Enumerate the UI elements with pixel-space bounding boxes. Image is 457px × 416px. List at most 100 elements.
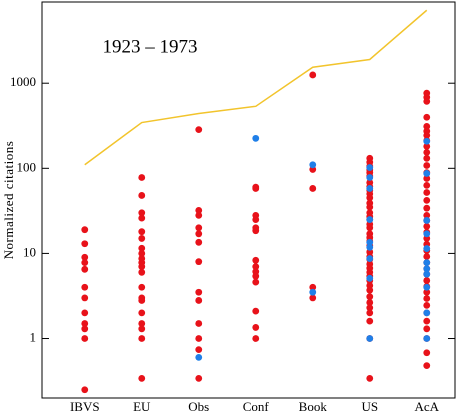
point	[423, 253, 431, 260]
point	[195, 346, 203, 354]
point	[309, 288, 317, 296]
point	[81, 253, 89, 261]
point	[138, 192, 146, 199]
point	[366, 335, 374, 342]
point	[81, 335, 89, 342]
x-tick-label: AcA	[414, 399, 439, 414]
point	[309, 294, 317, 302]
point	[195, 238, 203, 246]
point	[138, 209, 146, 217]
y-tick-label: 10	[23, 244, 36, 259]
point	[366, 194, 374, 202]
point	[423, 175, 431, 182]
point	[138, 297, 146, 304]
trend-line	[84, 9, 428, 166]
y-tick-label: 1	[30, 330, 37, 345]
point	[423, 217, 431, 224]
point	[366, 374, 374, 382]
point	[81, 283, 89, 291]
point	[195, 297, 203, 304]
point	[252, 263, 260, 270]
point	[366, 174, 374, 181]
point	[366, 238, 374, 246]
point	[309, 161, 317, 169]
point	[252, 324, 260, 331]
point	[195, 126, 203, 134]
x-tick-label: EU	[133, 399, 151, 414]
point	[366, 309, 374, 317]
point	[423, 162, 431, 169]
point	[423, 196, 431, 204]
point	[423, 362, 431, 370]
point	[252, 227, 260, 235]
point	[366, 293, 374, 301]
point	[252, 256, 260, 264]
y-tick-label: 100	[17, 159, 37, 174]
point	[423, 154, 431, 162]
point	[138, 214, 146, 222]
point	[138, 228, 146, 236]
point	[423, 211, 431, 219]
point	[366, 203, 374, 211]
point	[252, 216, 260, 223]
point	[423, 259, 431, 266]
point	[309, 283, 317, 291]
point	[366, 185, 374, 192]
point	[423, 277, 431, 284]
point	[423, 245, 431, 252]
point	[138, 244, 146, 252]
x-tick-label: Book	[299, 399, 328, 414]
point	[195, 320, 203, 327]
point	[366, 304, 374, 312]
point	[138, 325, 146, 333]
point	[423, 288, 431, 296]
point	[195, 230, 203, 238]
point	[423, 97, 431, 105]
point	[138, 335, 146, 342]
point	[423, 113, 431, 121]
point	[423, 181, 431, 189]
x-tick-label: US	[361, 399, 378, 414]
point	[366, 274, 374, 282]
point	[138, 268, 146, 276]
point	[366, 286, 374, 294]
annotation: 1923 – 1973	[103, 36, 198, 57]
x-tick-label: Obs	[188, 399, 209, 414]
point	[252, 134, 260, 142]
point	[366, 216, 374, 223]
point	[81, 325, 89, 333]
point	[423, 295, 431, 302]
y-tick-label: 1000	[10, 74, 36, 89]
point	[81, 240, 89, 248]
point	[309, 71, 317, 79]
point	[423, 230, 431, 238]
x-tick-label: IBVS	[70, 399, 100, 414]
point	[309, 185, 317, 192]
point	[423, 335, 431, 342]
point	[195, 258, 203, 266]
point	[252, 185, 260, 192]
point	[252, 272, 260, 280]
point	[423, 131, 431, 139]
point	[423, 325, 431, 333]
point	[423, 317, 431, 325]
point	[81, 226, 89, 234]
point	[195, 207, 203, 214]
point	[423, 189, 431, 196]
point	[423, 142, 431, 150]
point	[81, 265, 89, 273]
point	[366, 243, 374, 251]
point	[366, 317, 374, 325]
point	[81, 294, 89, 302]
point	[366, 282, 374, 289]
point	[81, 259, 89, 266]
point	[423, 122, 431, 130]
point	[138, 283, 146, 291]
point	[252, 335, 260, 342]
point	[195, 335, 203, 342]
point	[423, 270, 431, 278]
point	[423, 222, 431, 230]
y-axis-label: Normalized citations	[1, 141, 16, 260]
x-tick-label: Conf	[243, 399, 270, 414]
